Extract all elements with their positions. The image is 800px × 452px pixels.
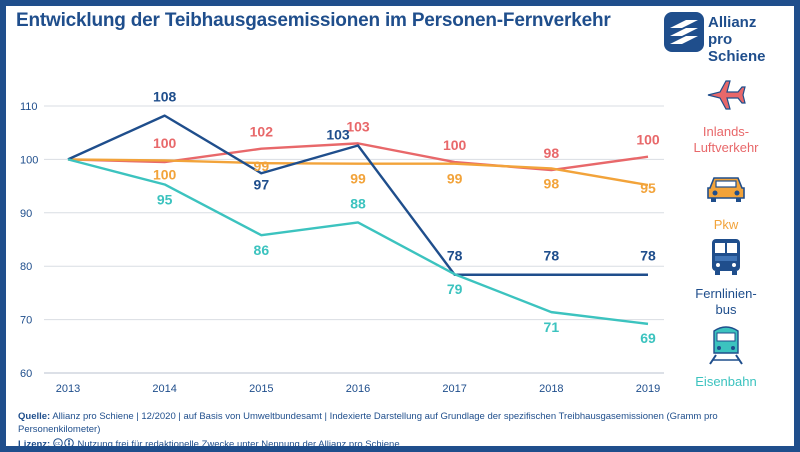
data-label-eisenbahn: 95: [157, 191, 173, 207]
car-icon: [700, 163, 752, 213]
series-line-fernlinienbus: [67, 114, 648, 276]
data-label-fernlinienbus: 97: [254, 176, 270, 192]
data-label-eisenbahn: 88: [350, 195, 366, 211]
logo-line1: Allianz: [708, 14, 757, 31]
series-line-eisenbahn: [67, 158, 649, 326]
x-tick-label: 2018: [539, 383, 563, 395]
data-label-eisenbahn: 86: [254, 242, 270, 258]
legend-label: Fernlinien- bus: [695, 286, 757, 317]
bus-icon: [700, 232, 752, 282]
data-label-fernlinienbus: 78: [544, 248, 560, 264]
data-label-pkw: 99: [447, 171, 463, 187]
y-tick-label: 80: [20, 261, 32, 273]
data-label-eisenbahn: 79: [447, 281, 463, 297]
x-tick-label: 2016: [346, 383, 370, 395]
data-label-pkw: 99: [254, 158, 270, 174]
data-label-inlandsflug: 103: [346, 118, 370, 134]
legend-item-pkw: Pkw: [676, 163, 776, 233]
legend-item-inlandsflug: Inlands- Luftverkehr: [676, 70, 776, 156]
data-label-fernlinienbus: 108: [153, 89, 177, 105]
logo-line2: pro Schiene: [708, 31, 766, 65]
data-label-inlandsflug: 100: [636, 132, 660, 148]
data-label-eisenbahn: 71: [544, 319, 560, 335]
license-label: Lizenz:: [18, 439, 51, 450]
chart-title: Entwicklung der Teibhausgasemissionen im…: [16, 10, 611, 31]
x-tick-label: 2017: [442, 383, 466, 395]
x-tick-label: 2013: [56, 383, 80, 395]
data-label-pkw: 100: [153, 166, 177, 182]
train-icon: [700, 320, 752, 370]
series-line-inlandsflug: [67, 142, 649, 172]
logo-text: Allianz pro Schiene: [708, 14, 789, 65]
data-label-fernlinienbus: 78: [447, 248, 463, 264]
data-label-pkw: 95: [640, 180, 656, 196]
y-tick-label: 60: [20, 368, 32, 380]
logo-mark-icon: [664, 12, 704, 52]
x-tick-label: 2015: [249, 383, 273, 395]
source-text: Allianz pro Schiene | 12/2020 | auf Basi…: [18, 411, 718, 435]
svg-text:cc: cc: [55, 441, 61, 447]
legend-item-eisenbahn: Eisenbahn: [676, 320, 776, 390]
cc-license-icon: cc: [53, 438, 74, 448]
y-tick-label: 100: [20, 154, 38, 166]
series-line-pkw: [67, 158, 649, 187]
data-label-inlandsflug: 98: [544, 145, 560, 161]
allianz-logo: Allianz pro Schiene: [664, 12, 789, 65]
data-label-fernlinienbus: 78: [640, 248, 656, 264]
data-label-eisenbahn: 69: [640, 330, 656, 346]
data-label-inlandsflug: 102: [250, 124, 274, 140]
x-tick-label: 2019: [636, 383, 660, 395]
data-label-inlandsflug: 100: [443, 137, 467, 153]
legend-label: Eisenbahn: [695, 374, 757, 389]
footer-license: Lizenz: cc Nutzung frei für redaktionell…: [18, 438, 800, 451]
data-label-pkw: 98: [544, 175, 560, 191]
data-label-fernlinienbus: 103: [326, 127, 350, 143]
legend-label: Inlands- Luftverkehr: [693, 124, 759, 155]
data-label-inlandsflug: 100: [153, 135, 177, 151]
y-tick-label: 90: [20, 208, 32, 220]
x-tick-label: 2014: [152, 383, 176, 395]
legend-item-fernlinienbus: Fernlinien- bus: [676, 232, 776, 318]
footer: Quelle: Allianz pro Schiene | 12/2020 | …: [18, 410, 800, 451]
data-label-pkw: 99: [350, 171, 366, 187]
airplane-icon: [700, 70, 752, 120]
y-tick-label: 110: [20, 101, 38, 113]
footer-source: Quelle: Allianz pro Schiene | 12/2020 | …: [18, 410, 800, 436]
source-label: Quelle:: [18, 411, 51, 422]
license-text: Nutzung frei für redaktionelle Zwecke un…: [77, 439, 400, 450]
y-tick-label: 70: [20, 315, 32, 327]
legend-label: Pkw: [713, 217, 739, 232]
